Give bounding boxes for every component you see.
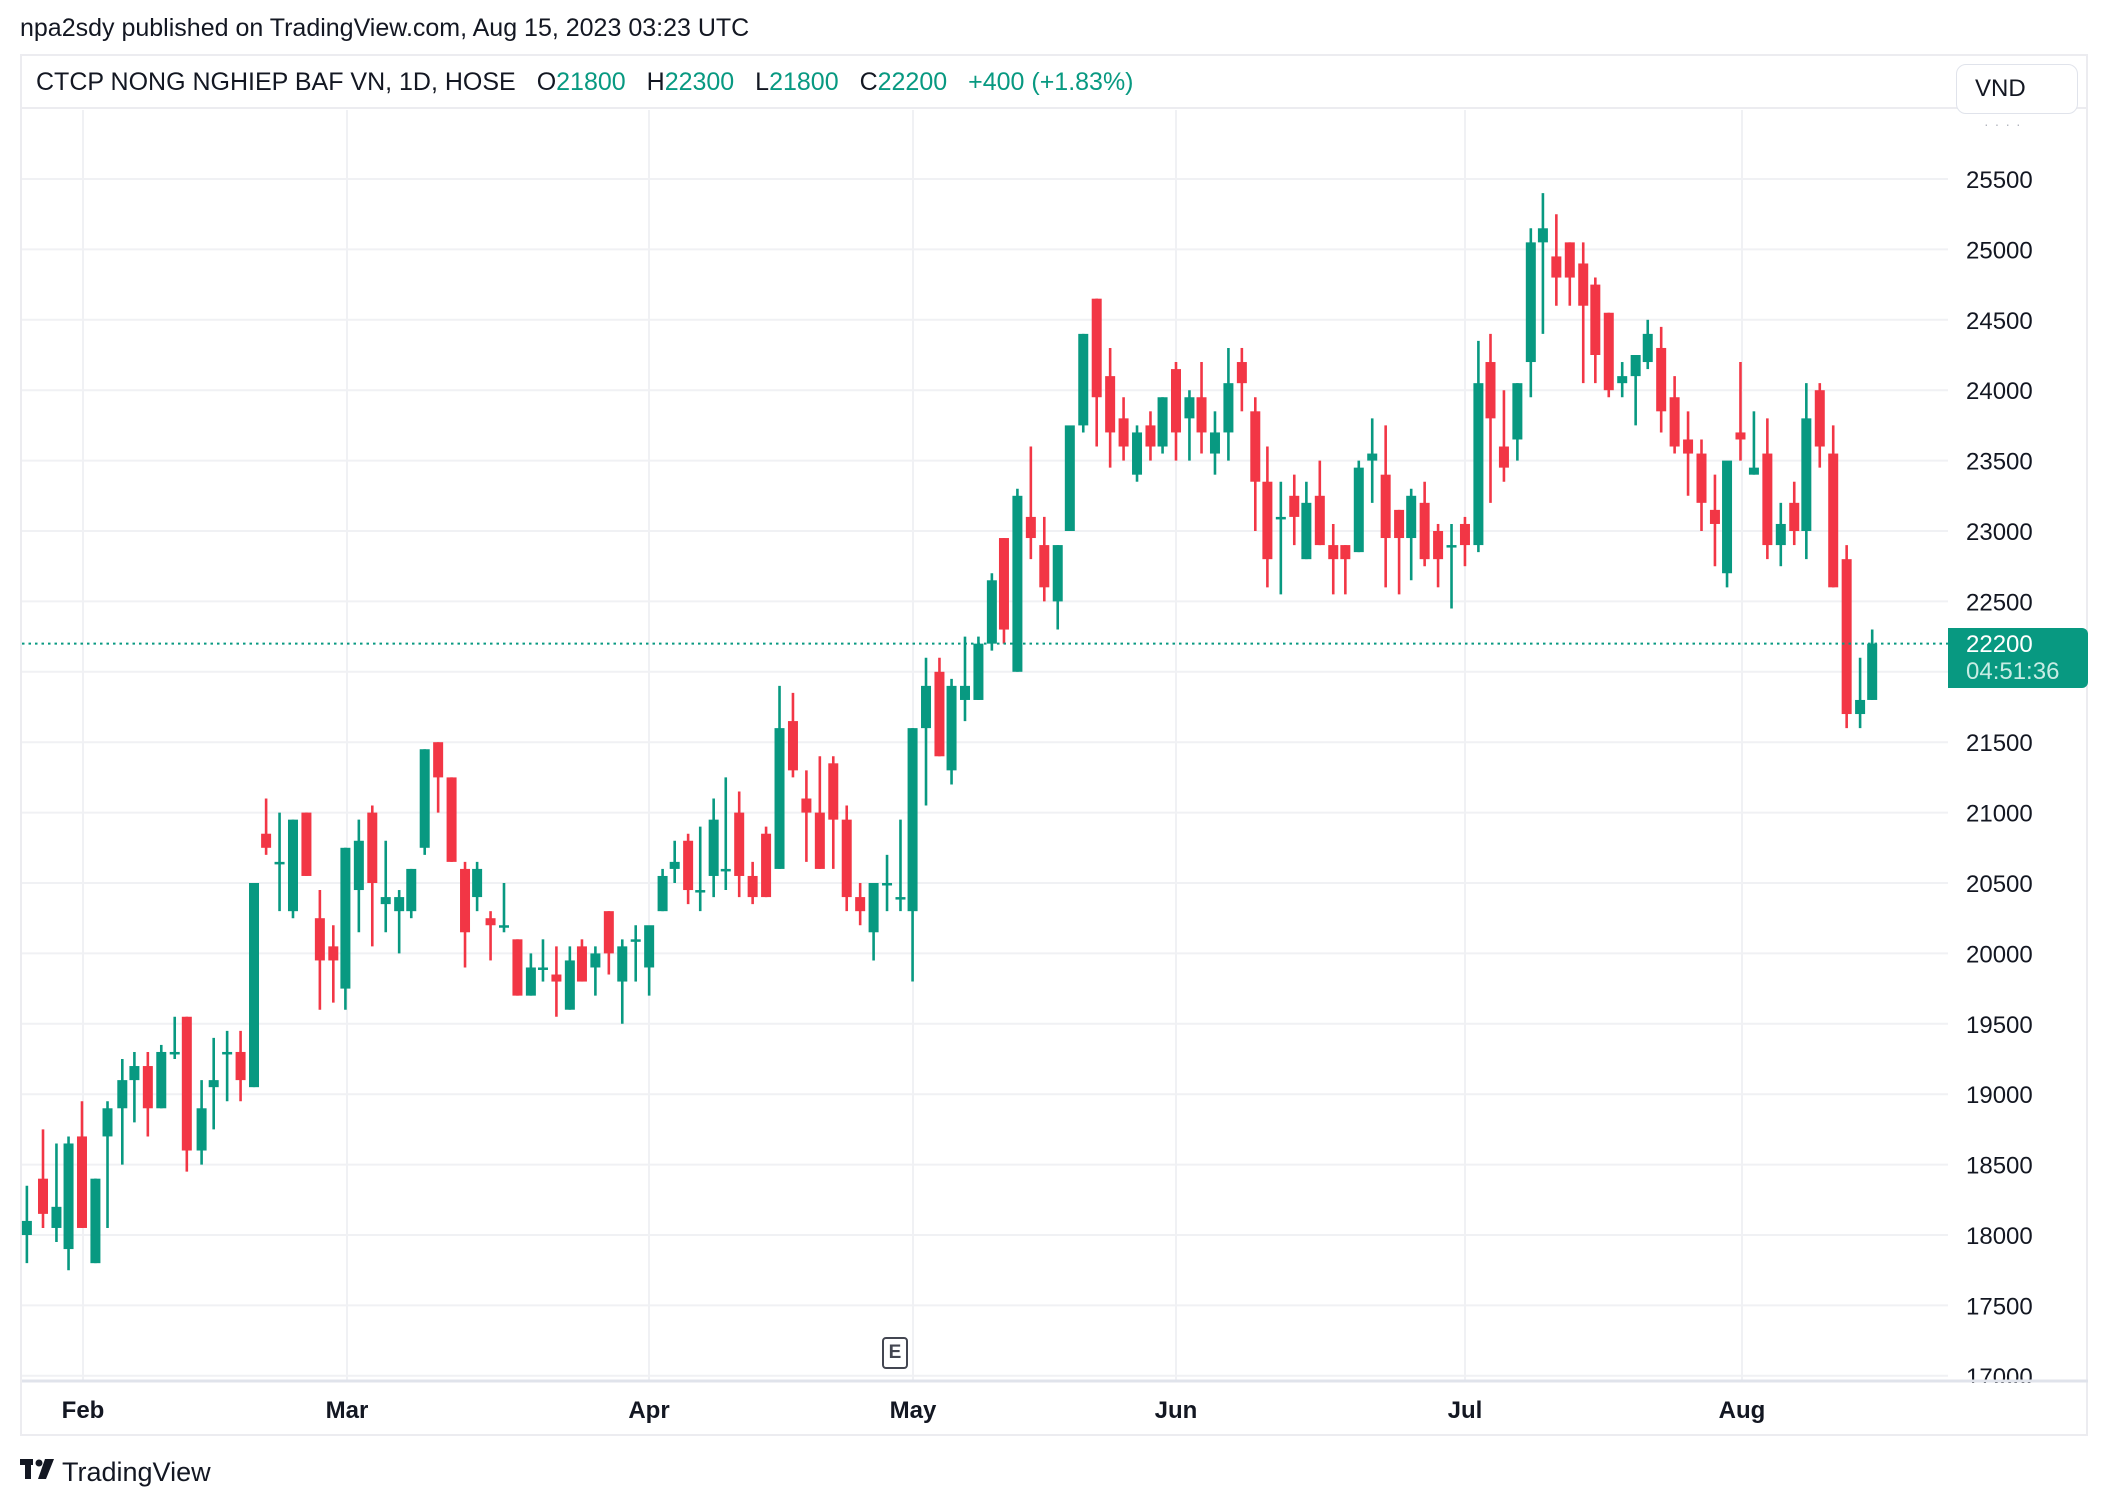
price-axis-label: 24500	[1966, 308, 2033, 335]
price-axis-label: 23000	[1966, 519, 2033, 546]
change-value: +400 (+1.83%)	[968, 68, 1134, 96]
price-axis-label: 24000	[1966, 378, 2033, 405]
time-axis-label: Feb	[62, 1397, 105, 1424]
tradingview-logo-icon	[20, 1456, 54, 1488]
price-axis-label: 19500	[1966, 1012, 2033, 1039]
currency-button[interactable]: VND	[1956, 64, 2078, 114]
open-value: 21800	[556, 68, 626, 96]
price-axis-label: 23500	[1966, 449, 2033, 476]
price-axis-label: 18500	[1966, 1153, 2033, 1180]
high-label: H	[646, 68, 665, 96]
candles	[21, 193, 1878, 1271]
price-axis-label: 19000	[1966, 1082, 2033, 1109]
high-value: 22300	[664, 68, 735, 96]
time-axis-label: Mar	[326, 1397, 369, 1424]
symbol-legend: CTCP NONG NGHIEP BAF VN, 1D, HOSE O21800…	[36, 68, 1134, 97]
tradingview-brand[interactable]: TradingView	[20, 1456, 211, 1488]
bar-countdown: 04:51:36	[1966, 658, 2060, 685]
close-value: 22200	[877, 68, 948, 96]
close-label: C	[859, 68, 878, 96]
time-axis-label: Jul	[1448, 1397, 1483, 1424]
price-axis-label: 21500	[1966, 730, 2033, 757]
earnings-marker-icon[interactable]: E	[882, 1337, 908, 1369]
brand-name: TradingView	[62, 1456, 211, 1487]
symbol-title[interactable]: CTCP NONG NGHIEP BAF VN, 1D, HOSE	[36, 68, 516, 96]
open-label: O	[536, 68, 557, 96]
price-axis-label: 22500	[1966, 589, 2033, 616]
axis-drag-handle[interactable]: ····	[1984, 116, 2027, 132]
price-axis-label: 17500	[1966, 1293, 2033, 1320]
price-axis-label: 20500	[1966, 871, 2033, 898]
price-axis-label: 20000	[1966, 941, 2033, 968]
price-axis-label: 25000	[1966, 237, 2033, 264]
price-axis-label: 21000	[1966, 801, 2033, 828]
low-label: L	[755, 68, 770, 96]
price-axis-label: 25500	[1966, 167, 2033, 194]
time-axis-label: Apr	[628, 1397, 669, 1424]
time-axis-label: Jun	[1155, 1397, 1198, 1424]
last-price-label: 22200 04:51:36	[1948, 628, 2088, 688]
published-caption: npa2sdy published on TradingView.com, Au…	[20, 14, 750, 42]
chart-frame	[20, 54, 2088, 1436]
time-axis-label: May	[890, 1397, 937, 1424]
last-price-value: 22200	[1966, 631, 2033, 658]
price-axis-label: 18000	[1966, 1223, 2033, 1250]
low-value: 21800	[769, 68, 839, 96]
time-axis-label: Aug	[1719, 1397, 1766, 1424]
